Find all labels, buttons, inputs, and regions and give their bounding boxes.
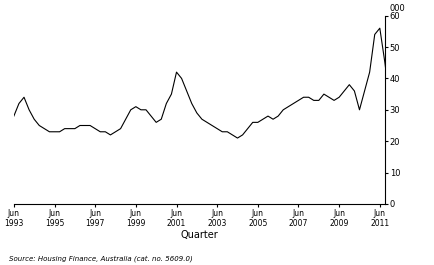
X-axis label: Quarter: Quarter [180, 230, 218, 240]
Text: Source: Housing Finance, Australia (cat. no. 5609.0): Source: Housing Finance, Australia (cat.… [9, 256, 192, 262]
Text: 000: 000 [388, 4, 404, 13]
